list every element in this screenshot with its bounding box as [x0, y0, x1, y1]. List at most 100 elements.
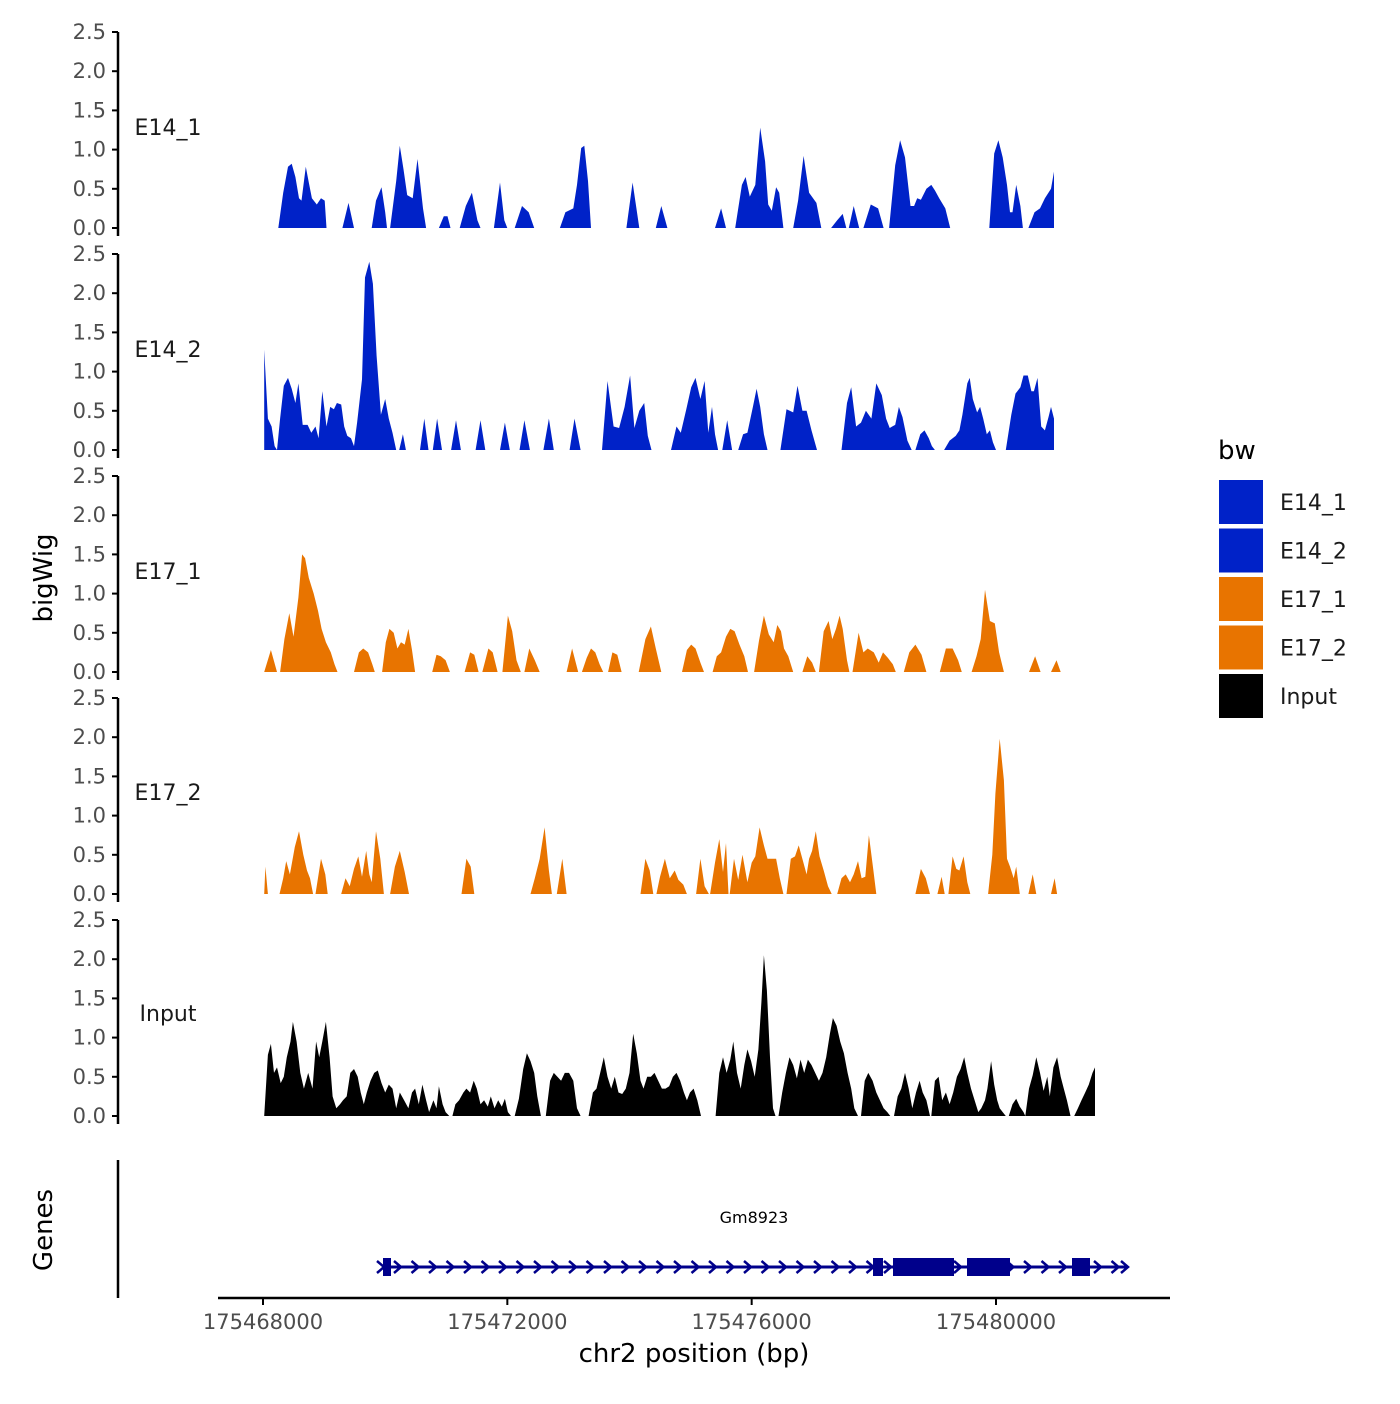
legend-item-e14-2: E14_2: [1219, 528, 1347, 573]
strand-arrow: [690, 1260, 701, 1274]
coverage-area-e17-2: [264, 738, 1059, 894]
x-tick-label: 175476000: [692, 1310, 812, 1334]
y-tick-label: 2.0: [73, 281, 106, 305]
strand-arrow: [673, 1260, 683, 1274]
y-tick-label: 2.0: [73, 503, 106, 527]
legend-item-e17-1: E17_1: [1219, 577, 1347, 621]
legend-swatch: [1219, 625, 1263, 670]
legend-item-e17-2: E17_2: [1219, 625, 1347, 670]
strand-arrow: [393, 1260, 403, 1274]
strand-arrow: [743, 1260, 753, 1274]
y-tick-label: 0.0: [73, 438, 106, 462]
genes-panel: Gm8923: [116, 1160, 1130, 1298]
strand-arrow: [1058, 1260, 1068, 1274]
y-tick-label: 0.0: [73, 882, 106, 906]
y-tick-label: 1.0: [73, 582, 106, 606]
y-tick-label: 1.5: [73, 764, 106, 788]
y-tick-label: 0.0: [73, 1104, 106, 1128]
y-tick-label: 1.0: [73, 804, 106, 828]
strand-arrow: [410, 1260, 421, 1274]
track-label: E17_2: [135, 781, 202, 806]
strand-arrow: [1110, 1260, 1121, 1274]
y-tick-label: 2.5: [73, 464, 106, 488]
strand-arrow: [376, 1260, 386, 1274]
strand-arrow: [1120, 1260, 1130, 1274]
gene-label: Gm8923: [720, 1208, 789, 1227]
track-label: E17_1: [135, 560, 202, 585]
legend-label: E17_2: [1280, 637, 1347, 662]
legend-label: Input: [1280, 685, 1337, 710]
exon: [893, 1258, 954, 1276]
y-tick-label: 2.5: [73, 908, 106, 932]
y-tick-label: 0.5: [73, 177, 106, 201]
legend-item-input: Input: [1219, 674, 1337, 718]
track-input: 0.0 0.5 1.0 1.5 2.0 2.5 Input: [73, 908, 1095, 1128]
strand-arrow: [498, 1260, 508, 1274]
y-tick-label: 1.5: [73, 542, 106, 566]
exon: [383, 1258, 391, 1276]
y-tick-label: 0.5: [73, 843, 106, 867]
strand-arrow: [813, 1260, 823, 1274]
legend-title: bw: [1218, 436, 1256, 466]
strand-arrow: [445, 1260, 456, 1274]
strand-arrow: [760, 1260, 771, 1274]
y-tick-label: 0.0: [73, 216, 106, 240]
strand-arrow: [550, 1260, 561, 1274]
strand-arrow: [480, 1260, 491, 1274]
legend-swatch: [1219, 480, 1263, 524]
legend-swatch: [1219, 528, 1263, 573]
legend-swatch: [1219, 674, 1263, 718]
strand-arrow: [795, 1260, 806, 1274]
coverage-area-e17-1: [264, 554, 1061, 672]
track-label: E14_2: [135, 338, 202, 363]
y-tick-label: 2.0: [73, 725, 106, 749]
y-tick-label: 1.5: [73, 98, 106, 122]
strand-arrow: [708, 1260, 718, 1274]
track-label: Input: [140, 1002, 197, 1027]
x-tick-label: 175480000: [936, 1310, 1056, 1334]
strand-arrow: [1093, 1260, 1103, 1274]
y-tick-label: 1.0: [73, 360, 106, 384]
legend-label: E17_1: [1280, 588, 1347, 613]
coverage-area-e14-1: [278, 127, 1054, 228]
x-axis-title: chr2 position (bp): [579, 1339, 810, 1369]
coverage-area-e14-2: [264, 261, 1054, 450]
strand-arrow: [953, 1260, 963, 1274]
coverage-area-input: [264, 955, 1095, 1116]
y-tick-label: 2.5: [73, 20, 106, 44]
y-tick-label: 1.5: [73, 320, 106, 344]
y-tick-label: 1.0: [73, 1026, 106, 1050]
strand-arrow: [778, 1260, 788, 1274]
exon: [967, 1258, 1010, 1276]
track-e14-1: 0.0 0.5 1.0 1.5 2.0 2.5 E14_1: [73, 20, 1054, 240]
x-tick-label: 175472000: [447, 1310, 567, 1334]
strand-arrow: [568, 1260, 578, 1274]
strand-arrow: [463, 1260, 473, 1274]
y-tick-label: 0.0: [73, 660, 106, 684]
y-tick-label: 1.0: [73, 138, 106, 162]
y-axis-title: bigWig: [29, 533, 59, 622]
strand-arrow: [533, 1260, 543, 1274]
legend-label: E14_2: [1280, 540, 1347, 565]
strand-arrow: [585, 1260, 596, 1274]
strand-arrow: [620, 1260, 631, 1274]
y-tick-label: 1.5: [73, 986, 106, 1010]
y-tick-label: 0.5: [73, 621, 106, 645]
x-tick-label: 175468000: [203, 1310, 323, 1334]
strand-arrow: [655, 1260, 666, 1274]
y-tick-label: 0.5: [73, 1065, 106, 1089]
track-e14-2: 0.0 0.5 1.0 1.5 2.0 2.5 E14_2: [73, 242, 1054, 462]
strand-arrow: [830, 1260, 841, 1274]
exon: [1072, 1258, 1090, 1276]
legend-item-e14-1: E14_1: [1219, 480, 1347, 524]
legend-swatch: [1219, 577, 1263, 621]
strand-arrow: [638, 1260, 648, 1274]
legend-label: E14_1: [1280, 491, 1347, 516]
y-tick-label: 2.0: [73, 947, 106, 971]
x-axis: 175468000 175472000 175476000 175480000: [203, 1296, 1170, 1334]
strand-arrow: [1023, 1260, 1033, 1274]
y-tick-label: 0.5: [73, 399, 106, 423]
legend: E14_1 E14_2 E17_1 E17_2 Input: [1219, 480, 1347, 718]
strand-arrow: [428, 1260, 438, 1274]
